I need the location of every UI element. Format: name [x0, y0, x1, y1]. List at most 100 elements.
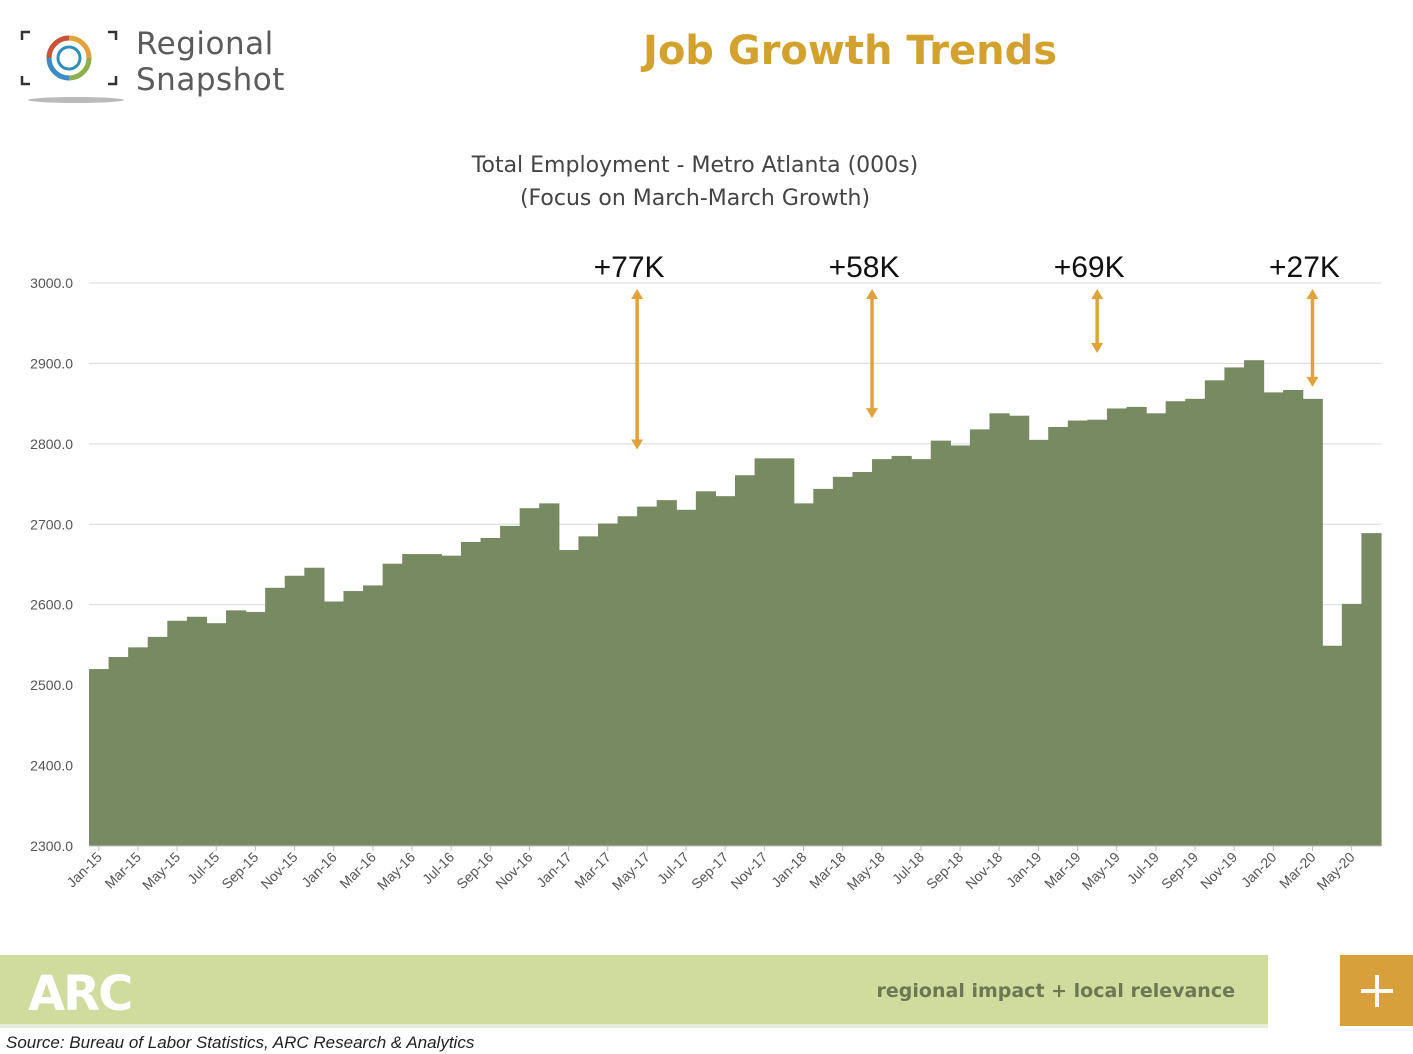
logo-line-2: Snapshot [136, 62, 285, 98]
bar [813, 488, 834, 846]
bar [500, 525, 521, 846]
growth-label: +77K [594, 251, 665, 284]
x-tick-label: Jul-18 [889, 849, 927, 887]
bar [930, 440, 951, 846]
x-tick-label: Jul-17 [654, 849, 692, 887]
bar [147, 636, 168, 846]
bar [1263, 392, 1284, 846]
bar [402, 554, 423, 846]
bar [167, 620, 188, 846]
plus-icon [1360, 974, 1393, 1007]
bar [421, 554, 442, 846]
x-tick-label: Mar-15 [101, 849, 144, 892]
bar [1302, 398, 1323, 846]
bar [89, 669, 110, 846]
bar [323, 601, 345, 846]
bar [1283, 389, 1304, 846]
bar [1224, 367, 1245, 846]
x-tick-label: Jul-15 [184, 849, 222, 887]
x-tick-label: May-19 [1079, 849, 1123, 893]
growth-arrow-head-up [1091, 289, 1104, 299]
bar [245, 611, 266, 846]
bar [578, 536, 599, 846]
plus-button[interactable] [1340, 955, 1413, 1026]
bar [872, 459, 893, 846]
x-tick-label: Sep-19 [1158, 849, 1201, 892]
regional-snapshot-logo [20, 30, 124, 103]
x-tick-label: Sep-16 [453, 849, 496, 892]
bar [832, 476, 854, 846]
bar [1204, 380, 1225, 846]
x-tick-label: Jul-16 [419, 849, 457, 887]
x-tick-label: Sep-17 [688, 849, 731, 892]
x-tick-label: Mar-20 [1276, 849, 1319, 892]
bar [1361, 533, 1382, 846]
bar [989, 413, 1010, 846]
x-tick-label: Sep-15 [218, 849, 261, 892]
bar [1185, 398, 1206, 846]
bar [1087, 419, 1108, 846]
x-tick-label: May-20 [1313, 849, 1357, 893]
bar [1048, 426, 1069, 846]
x-tick-label: Mar-18 [806, 849, 849, 892]
bar [793, 503, 814, 846]
bar [774, 458, 795, 846]
bar [1067, 420, 1088, 846]
footer-band [0, 955, 1268, 1025]
growth-arrow-head-up [631, 289, 644, 299]
bar [363, 585, 384, 846]
bar [382, 563, 403, 846]
growth-arrow-head-down [1306, 376, 1319, 387]
bar [754, 458, 775, 846]
growth-arrow-head-down [631, 439, 644, 450]
bar [460, 541, 482, 846]
logo-wordmark: Regional Snapshot [136, 26, 285, 98]
x-tick-label: Jan-16 [298, 849, 340, 891]
y-tick-label: 2600.0 [30, 597, 73, 613]
bar [343, 591, 364, 846]
x-tick-label: Jan-17 [533, 849, 575, 891]
growth-arrow-head-down [866, 408, 879, 419]
bar [558, 550, 579, 846]
bar [304, 567, 325, 846]
growth-arrow-head-up [1306, 289, 1319, 299]
bar [284, 575, 305, 846]
bar [206, 623, 227, 846]
bar [656, 500, 677, 846]
y-tick-label: 2700.0 [30, 516, 73, 532]
bar [128, 647, 149, 846]
bar [911, 459, 932, 846]
y-tick-label: 2900.0 [30, 355, 73, 371]
x-tick-label: Nov-16 [492, 849, 535, 892]
bar [1126, 406, 1147, 846]
growth-arrow-head-up [866, 289, 879, 299]
x-tick-label: Mar-16 [336, 849, 379, 892]
bar [950, 445, 971, 846]
bar [1106, 408, 1128, 846]
x-tick-label: Jan-19 [1003, 849, 1045, 891]
x-tick-label: Nov-19 [1197, 849, 1240, 892]
bar [519, 508, 540, 846]
bar [597, 523, 619, 846]
chart-title: Total Employment - Metro Atlanta (000s) [471, 153, 918, 178]
footer-tagline: regional impact + local relevance [876, 980, 1235, 1002]
arc-logo: ARC [28, 966, 133, 1014]
bar [852, 472, 873, 846]
y-tick-label: 2300.0 [30, 838, 73, 854]
y-tick-label: 2500.0 [30, 677, 73, 693]
bar [969, 429, 991, 846]
x-tick-label: Jan-20 [1238, 849, 1280, 891]
growth-arrow-head-down [1091, 343, 1104, 354]
bar [715, 496, 736, 846]
x-tick-label: Sep-18 [923, 849, 966, 892]
bar [1146, 413, 1167, 846]
y-tick-label: 3000.0 [30, 275, 73, 291]
x-tick-label: May-15 [139, 849, 183, 893]
bar [441, 555, 462, 846]
bar [1322, 645, 1343, 846]
x-tick-label: Jul-19 [1124, 849, 1162, 887]
employment-bar-chart: Total Employment - Metro Atlanta (000s) … [30, 153, 1382, 893]
x-tick-label: Mar-19 [1041, 849, 1084, 892]
bar [1009, 415, 1030, 846]
x-tick-label: Mar-17 [571, 849, 614, 892]
